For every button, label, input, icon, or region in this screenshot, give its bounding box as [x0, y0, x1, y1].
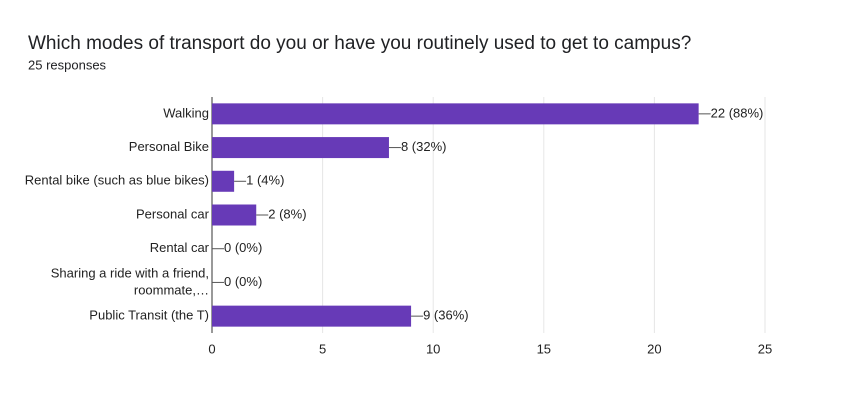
x-tick-label: 0 — [208, 341, 215, 356]
y-tick-label: Sharing a ride with a friend, roommate,… — [51, 266, 209, 298]
y-tick-label: Personal car — [136, 206, 210, 221]
bar — [212, 137, 389, 159]
value-label: 0 (0%) — [224, 274, 262, 289]
y-tick-label: Personal Bike — [129, 139, 209, 154]
y-tick-label: Rental car — [150, 240, 210, 255]
y-tick-label: Rental bike (such as blue bikes) — [25, 173, 209, 188]
chart-title: Which modes of transport do you or have … — [28, 33, 691, 54]
x-tick-label: 5 — [319, 341, 326, 356]
bar — [212, 204, 257, 226]
y-tick-label: Walking — [163, 105, 209, 120]
bar — [212, 305, 412, 327]
bar — [212, 170, 235, 192]
y-tick-label: Public Transit (the T) — [89, 308, 209, 323]
value-label: 0 (0%) — [224, 240, 262, 255]
chart-subtitle: 25 responses — [28, 57, 107, 72]
value-label: 1 (4%) — [246, 173, 284, 188]
value-label: 8 (32%) — [401, 139, 447, 154]
x-tick-label: 25 — [758, 341, 772, 356]
x-tick-label: 20 — [647, 341, 661, 356]
x-tick-label: 10 — [426, 341, 440, 356]
value-label: 2 (8%) — [268, 206, 306, 221]
bar — [212, 103, 699, 125]
value-label: 22 (88%) — [711, 105, 764, 120]
x-tick-label: 15 — [537, 341, 551, 356]
value-label: 9 (36%) — [423, 308, 469, 323]
